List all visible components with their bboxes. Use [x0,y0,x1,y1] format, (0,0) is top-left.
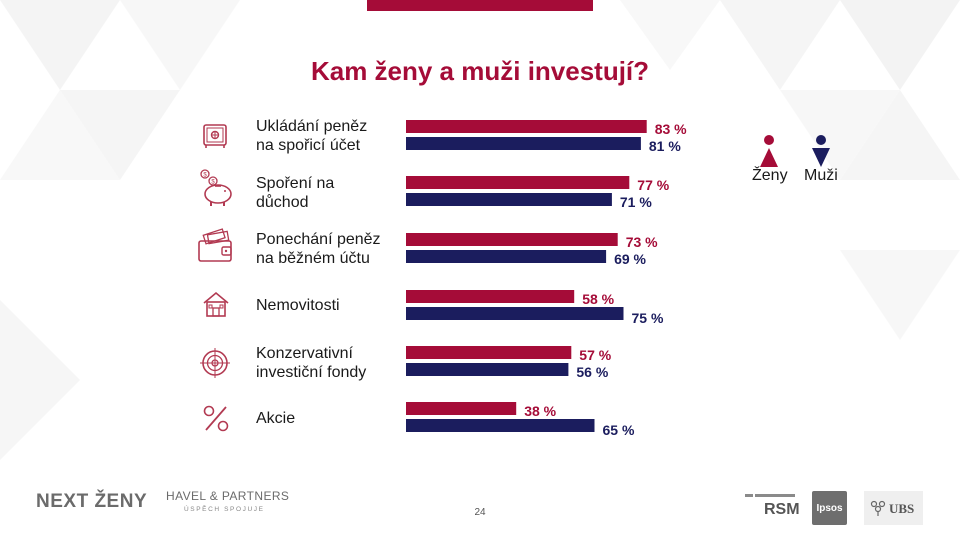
legend-symbols [760,135,830,167]
women-bar [406,233,618,246]
women-value-label: 77 % [637,177,669,193]
row-label-line: Spoření na [256,175,335,192]
page-number: 24 [474,507,486,518]
women-bar [406,176,630,189]
target-icon [200,348,230,378]
women-value-label: 58 % [582,291,614,307]
row-label-savings-account: Ukládání peněz na spořicí účet [256,117,367,155]
women-bar [406,290,575,303]
row-label-retirement: Spoření na důchod [256,174,334,212]
legend-label-women: Ženy [752,167,788,184]
piggy-bank-icon: $ $ [200,169,232,206]
men-bar [406,193,612,206]
men-value-label: 56 % [576,364,608,380]
men-value-label: 75 % [632,310,664,326]
men-bar [406,363,569,376]
men-value-label: 81 % [649,138,681,154]
men-bar [406,137,641,150]
row-label-current-account: Ponechání peněz na běžném účtu [256,230,381,268]
men-bar [406,250,607,263]
row-label-line: investiční fondy [256,364,367,381]
women-bar [406,120,647,133]
row-label-line: Konzervativní [256,345,353,362]
row-label-line: důchod [256,194,309,211]
men-bar [406,419,595,432]
svg-text:$: $ [211,180,215,186]
havel-partners-tagline: ÚSPĚCH SPOJUJE [184,506,265,513]
safe-icon [203,124,227,148]
row-label-line: Nemovitosti [256,297,340,314]
next-zeny-logo: NEXT ŽENY [36,491,148,512]
house-icon [203,291,229,317]
slide-title: Kam ženy a muži investují? [310,56,650,86]
row-label-stocks: Akcie [256,409,295,428]
row-label-line: Ponechání peněz [256,231,381,248]
top-accent-strip [367,0,593,11]
row-label-line: na spořicí účet [256,137,361,154]
men-value-label: 71 % [620,194,652,210]
women-legend-icon [760,135,778,167]
row-label-line: Akcie [256,410,296,427]
women-value-label: 57 % [579,347,611,363]
women-bar [406,402,517,415]
ipsos-logo-text: Ipsos [816,503,843,514]
row-label-real-estate: Nemovitosti [256,296,340,315]
women-value-label: 38 % [524,403,556,419]
wallet-icon [198,228,232,262]
ipsos-logo: Ipsos [812,491,847,525]
men-bar [406,307,624,320]
ubs-logo-text: UBS [889,501,915,516]
row-label-conservative-funds: Konzervativní investiční fondy [256,344,366,382]
women-bar [406,346,572,359]
ubs-keys-icon [870,500,886,516]
rsm-logo-mark [745,494,795,497]
men-value-label: 65 % [603,422,635,438]
rsm-logo: RSM [764,501,800,518]
women-value-label: 83 % [655,121,687,137]
percent-icon [203,405,229,432]
havel-partners-logo: HAVEL & PARTNERS [166,489,290,503]
men-legend-icon [812,135,830,167]
women-value-label: 73 % [626,234,658,250]
row-label-line: na běžném účtu [256,250,370,267]
ubs-logo: UBS [864,491,923,525]
svg-text:$: $ [203,173,207,179]
row-label-line: Ukládání peněz [256,118,368,135]
men-value-label: 69 % [614,251,646,267]
legend-label-men: Muži [804,167,838,184]
